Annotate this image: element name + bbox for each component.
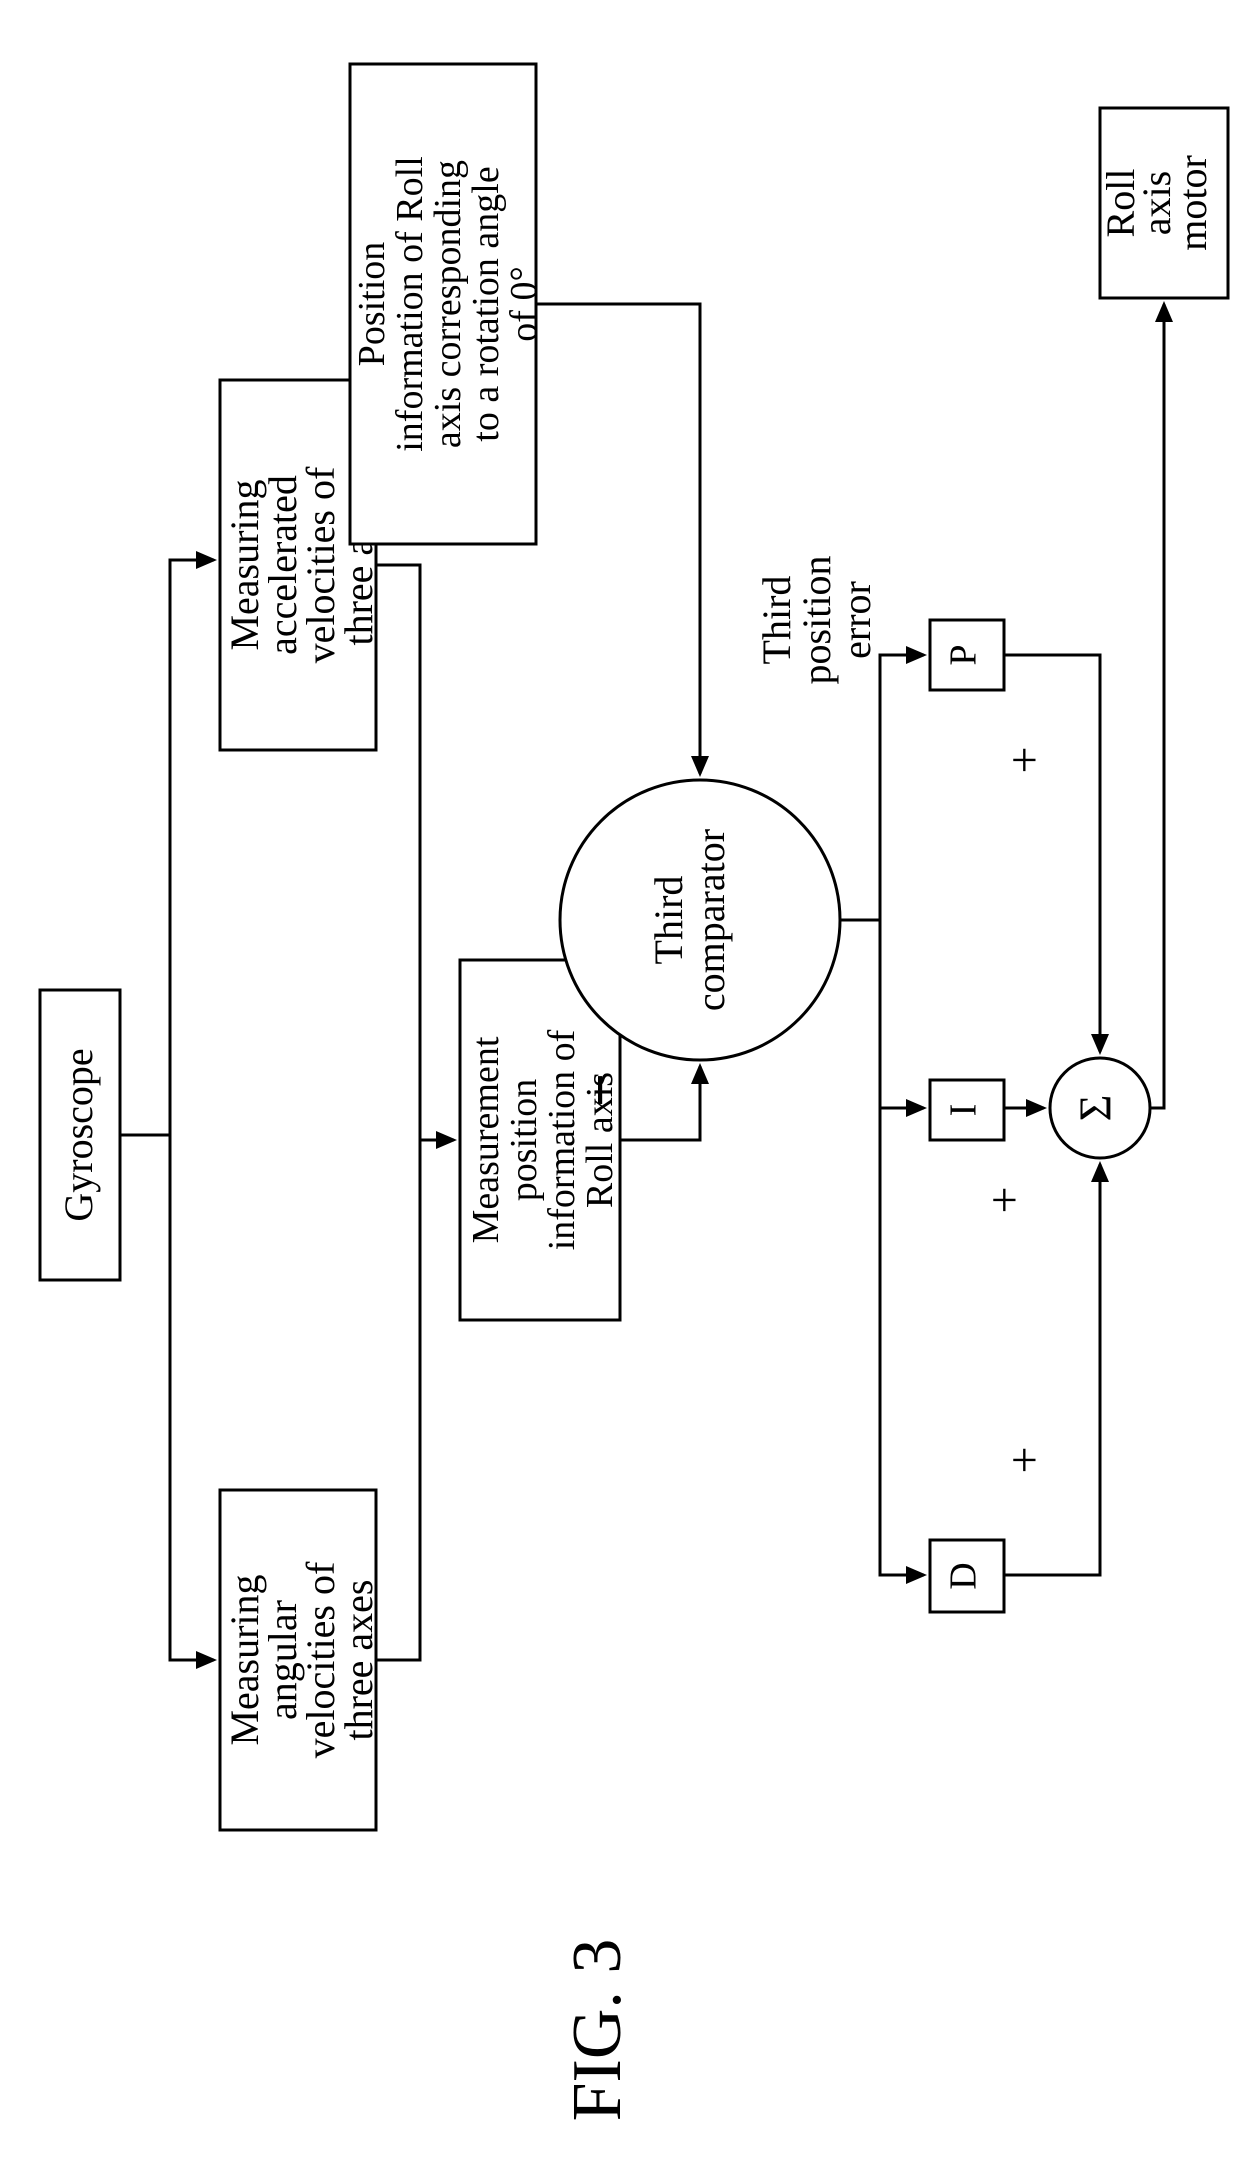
edge-gyro-to-accel	[170, 560, 214, 1135]
edge-to-p	[880, 655, 924, 1108]
label-posref-3: to a rotation angle	[465, 166, 507, 441]
label-angular-3: three axes	[336, 1579, 381, 1740]
plus-d: +	[998, 1446, 1051, 1473]
label-comparator-0: Third	[646, 876, 691, 965]
label-posref-2: axis corresponding	[427, 160, 469, 448]
edge-p-to-sum	[1004, 655, 1100, 1052]
edge-posref-to-comparator	[536, 304, 700, 774]
label-error-2: error	[834, 581, 879, 659]
label-error-0: Third	[754, 576, 799, 665]
label-measurement-1: position	[503, 1079, 545, 1201]
label-error-1: position	[794, 556, 839, 685]
label-d: D	[943, 1562, 985, 1589]
minus-sign: −	[567, 1073, 633, 1107]
label-p: P	[943, 644, 985, 665]
edge-to-d	[880, 1108, 924, 1575]
edge-sum-to-motor	[1150, 304, 1164, 1108]
plus-p: +	[998, 746, 1051, 773]
edge-accel-out	[376, 565, 420, 1140]
edge-d-to-sum	[1004, 1164, 1100, 1575]
label-posref-0: Position	[351, 242, 393, 367]
edge-gyro-to-angular	[170, 1135, 214, 1660]
label-i: I	[943, 1104, 985, 1117]
edge-angular-out	[376, 1140, 420, 1660]
label-measurement-0: Measurement	[465, 1036, 507, 1243]
plus-i: +	[978, 1186, 1031, 1213]
label-sum: Σ	[1070, 1095, 1121, 1122]
label-comparator-1: comparator	[688, 829, 733, 1011]
label-measurement-2: information of	[541, 1029, 583, 1250]
label-gyroscope: Gyroscope	[56, 1048, 101, 1221]
label-posref-1: information of Roll	[389, 156, 431, 452]
figure-label: FIG. 3	[559, 1939, 636, 2122]
edge-comparator-out	[840, 920, 880, 1108]
label-motor-2: motor	[1170, 155, 1215, 251]
